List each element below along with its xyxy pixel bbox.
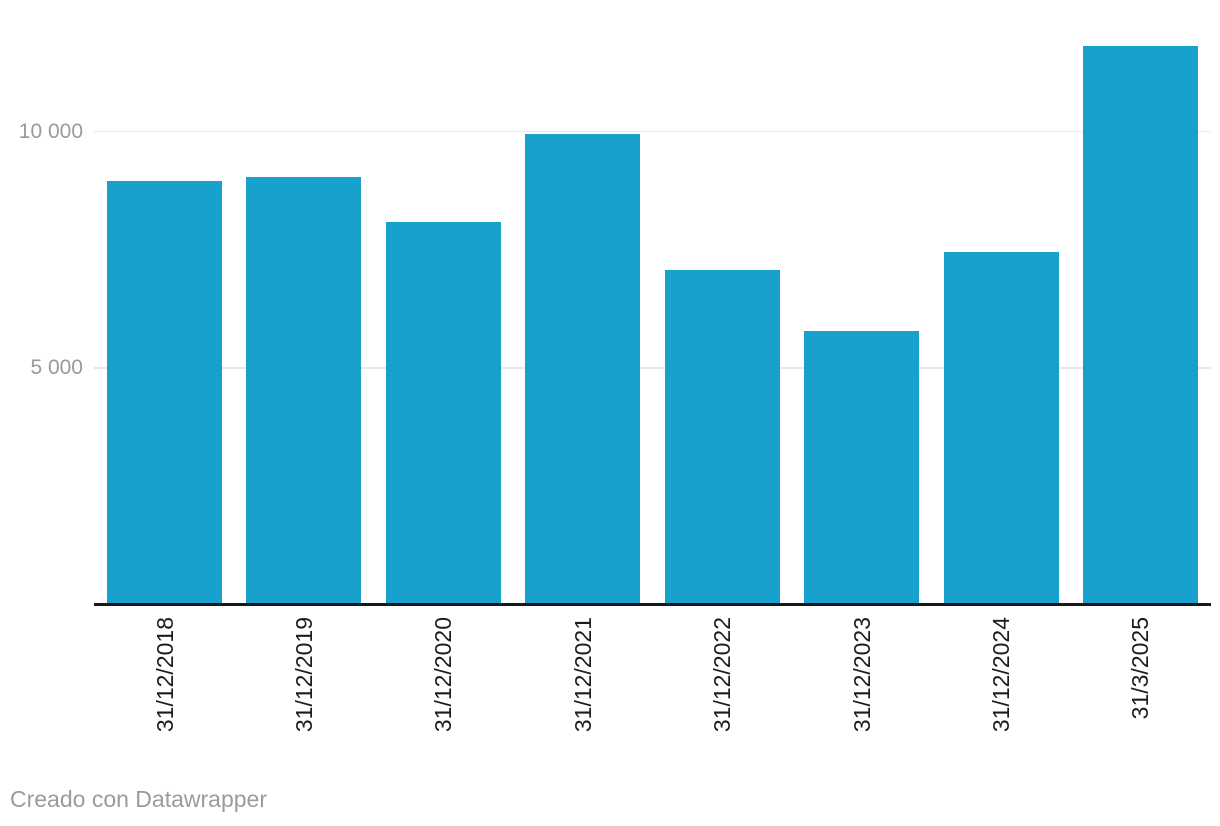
bar-31/3/2025[interactable] <box>1082 46 1198 604</box>
x-tick-label: 31/12/2019 <box>290 617 317 733</box>
x-tick-label: 31/12/2020 <box>430 617 457 733</box>
bar-31/12/2021[interactable] <box>525 133 641 604</box>
attribution-link[interactable]: Creado con Datawrapper <box>10 786 267 812</box>
x-tick-label: 31/12/2023 <box>848 617 875 733</box>
bar-column: 31/12/2022 <box>664 0 780 732</box>
bars-layer: 31/12/2018 31/12/2019 31/12/2020 31/12/2021… <box>94 0 1211 732</box>
y-tick-label: 5 000 <box>30 356 83 379</box>
x-tick-label: 31/12/2024 <box>988 617 1015 733</box>
bar-column: 31/12/2023 <box>804 0 920 732</box>
bar-31/12/2020[interactable] <box>385 221 501 604</box>
bar-column: 31/12/2020 <box>385 0 501 732</box>
x-tick-label: 31/12/2021 <box>569 617 596 733</box>
bar-31/12/2024[interactable] <box>943 251 1059 604</box>
bar-31/12/2022[interactable] <box>664 270 780 604</box>
x-tick-label: 31/12/2018 <box>151 617 178 733</box>
bar-column: 31/12/2024 <box>943 0 1059 732</box>
x-tick-label: 31/12/2022 <box>709 617 736 733</box>
bar-column: 31/12/2021 <box>525 0 641 732</box>
bar-column: 31/12/2018 <box>107 0 222 732</box>
x-tick-label: 31/3/2025 <box>1127 617 1154 720</box>
bar-31/12/2023[interactable] <box>804 330 920 604</box>
bar-31/12/2018[interactable] <box>107 181 222 604</box>
gridline-5000 <box>94 367 1211 369</box>
bar-column: 31/3/2025 <box>1082 0 1198 719</box>
y-tick-label: 10 000 <box>18 119 83 143</box>
bar-column: 31/12/2019 <box>246 0 362 732</box>
gridline-10000 <box>94 130 1211 133</box>
bar-31/12/2019[interactable] <box>246 177 362 604</box>
x-axis-line <box>94 603 1211 606</box>
